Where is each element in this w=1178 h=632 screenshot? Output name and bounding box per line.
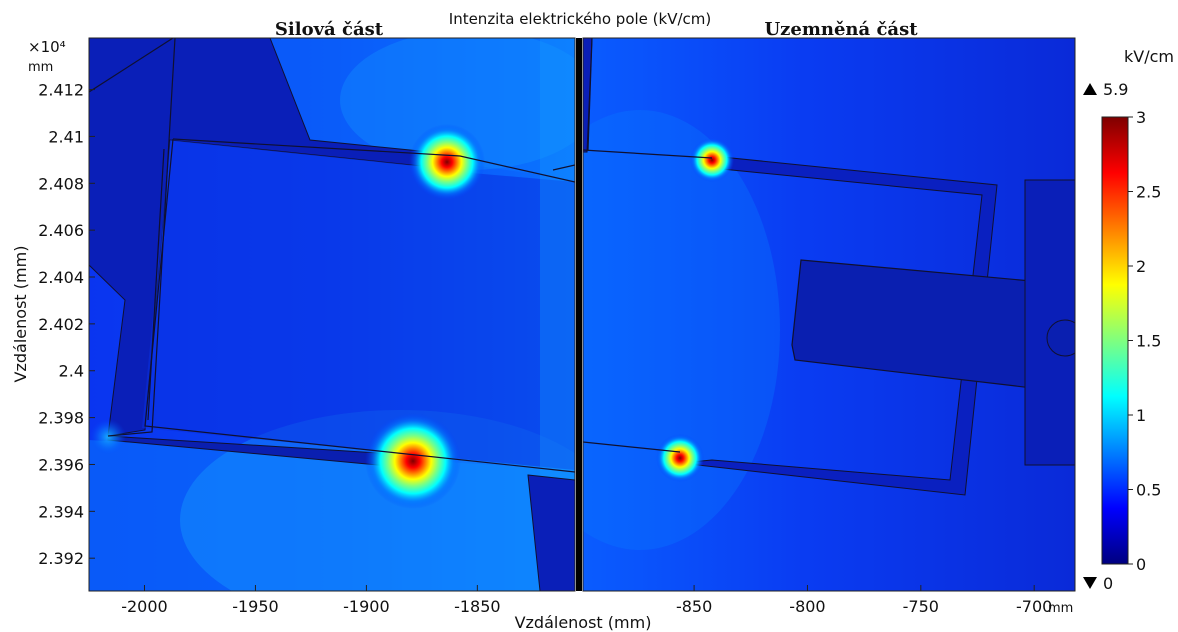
y-tick-label: 2.406 — [38, 221, 84, 240]
y-tick-label: 2.392 — [38, 549, 84, 568]
y-axis-label: Vzdálenost (mm) — [11, 246, 30, 383]
y-tick-label: 2.394 — [38, 502, 84, 521]
colorbar-ticks: 0 0.5 1 1.5 2 2.5 3 — [1128, 108, 1161, 574]
panel-title-left: Silová část — [275, 19, 384, 40]
max-arrow-icon — [1083, 83, 1097, 95]
colorbar-tick-label: 2 — [1136, 257, 1146, 276]
colorbar-tick-label: 0.5 — [1136, 481, 1161, 500]
x-axis-label: Vzdálenost (mm) — [515, 613, 652, 632]
x-tick-label: -1850 — [454, 597, 501, 616]
y-tick-label: 2.398 — [38, 409, 84, 428]
y-tick-label: 2.4 — [59, 362, 84, 381]
y-tick-label: 2.408 — [38, 174, 84, 193]
panel-title-right: Uzemněná část — [764, 19, 918, 40]
chart-title: Intenzita elektrického pole (kV/cm) — [449, 10, 711, 28]
y-tick-label: 2.41 — [48, 127, 84, 146]
panel-left-field — [89, 38, 575, 591]
colorbar-max-label: 5.9 — [1103, 80, 1128, 99]
x-tick-label: -1950 — [232, 597, 279, 616]
colorbar-min-label: 0 — [1103, 574, 1113, 593]
colorbar-tick-label: 3 — [1136, 108, 1146, 127]
x-tick-label: -2000 — [121, 597, 168, 616]
x-tick-label: -1900 — [343, 597, 390, 616]
colorbar-gradient — [1101, 116, 1129, 565]
x-tick-label: -800 — [789, 597, 825, 616]
colorbar-tick-label: 0 — [1136, 555, 1146, 574]
y-unit: mm — [28, 60, 53, 75]
y-tick-label: 2.412 — [38, 81, 84, 100]
colorbar-unit: kV/cm — [1124, 47, 1174, 66]
x-tick-label: -750 — [903, 597, 939, 616]
y-tick-label: 2.404 — [38, 268, 84, 287]
x-axis-ticks: -2000 -1950 -1900 -1850 -850 -800 -750 -700 — [121, 585, 1052, 616]
y-tick-label: 2.396 — [38, 455, 84, 474]
x-unit: mm — [1048, 601, 1073, 616]
panel-right-field — [583, 38, 1075, 591]
y-tick-label: 2.402 — [38, 315, 84, 334]
x-tick-label: -850 — [676, 597, 712, 616]
y-axis-ticks: 2.392 2.394 2.396 2.398 2.4 2.402 2.404 2.406 2.… — [38, 81, 95, 568]
y-multiplier: ×10⁴ — [28, 38, 66, 56]
colorbar-tick-label: 2.5 — [1136, 183, 1161, 202]
colorbar-tick-label: 1 — [1136, 406, 1146, 425]
colorbar-tick-label: 1.5 — [1136, 332, 1161, 351]
x-tick-label: -700 — [1016, 597, 1052, 616]
min-arrow-icon — [1083, 577, 1097, 589]
